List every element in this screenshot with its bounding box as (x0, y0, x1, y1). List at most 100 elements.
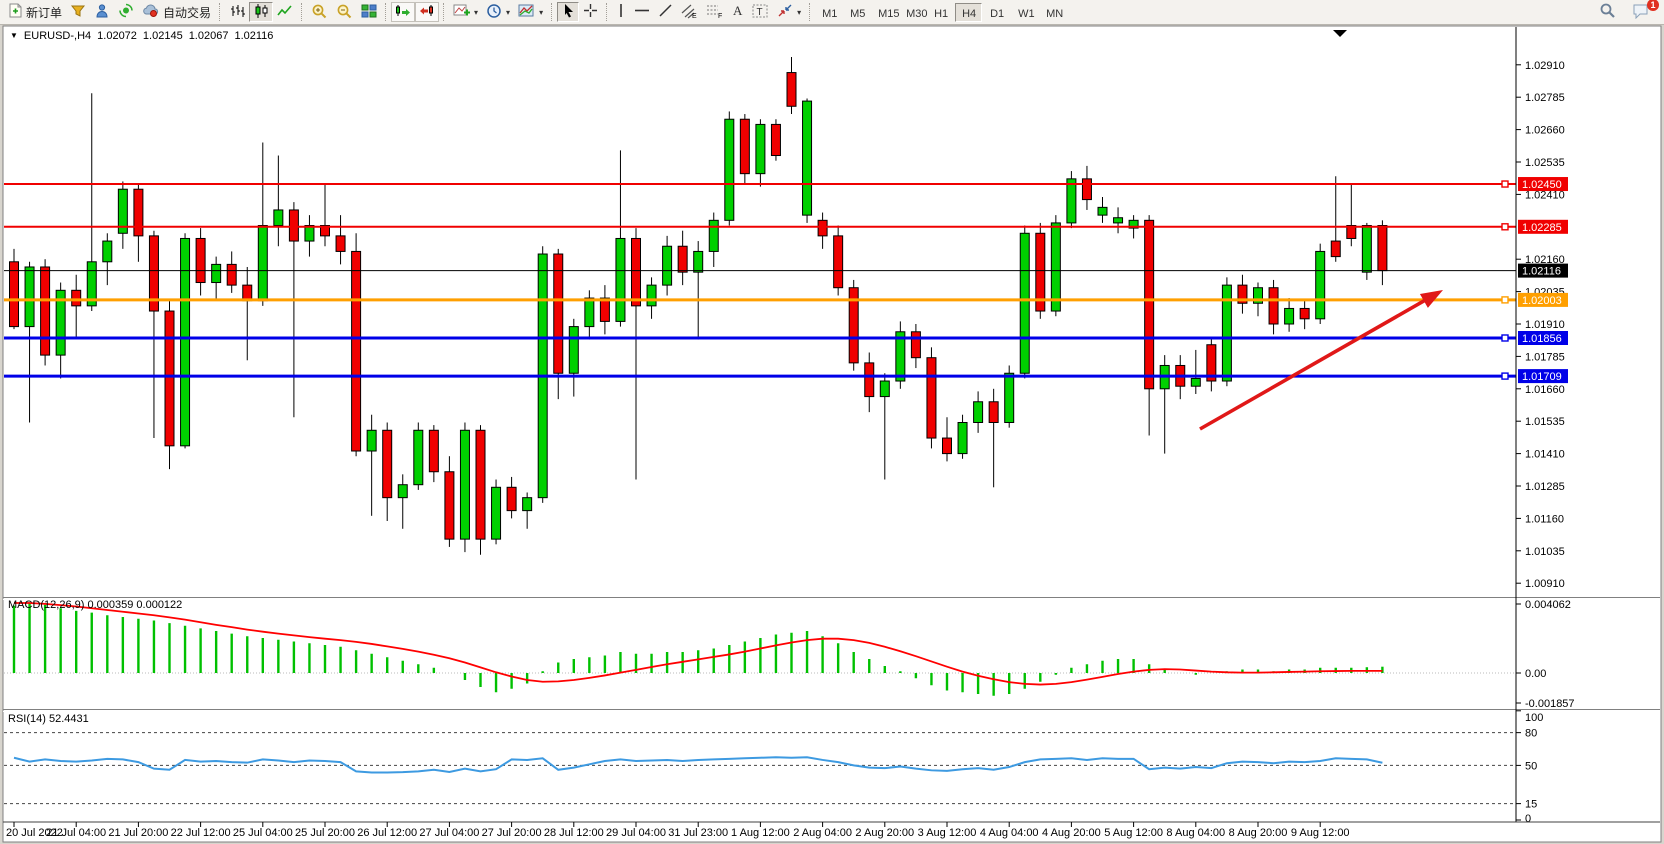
time-axis-label: 4 Aug 20:00 (1042, 827, 1101, 839)
market-watch-icon (70, 3, 86, 21)
toolbar-right: 1 (1595, 0, 1664, 22)
candle-body (1315, 250, 1326, 320)
hline-handle[interactable] (1501, 296, 1509, 304)
navigator-button[interactable] (114, 2, 138, 22)
equidistant-channel-button[interactable]: E (677, 2, 702, 22)
trend-arrow-line[interactable] (1199, 295, 1432, 431)
one-click-trading-arrow[interactable]: ▼ (10, 31, 18, 40)
toolbar-separator (301, 3, 303, 21)
data-window-button[interactable] (90, 2, 114, 22)
autotrading-label: 自动交易 (163, 5, 212, 20)
vertical-line-button[interactable] (612, 2, 630, 22)
candle-body (926, 357, 937, 439)
candle-body (522, 497, 533, 512)
timeframe-button-W1[interactable]: W1 (1011, 3, 1038, 22)
timeframe-button-MN[interactable]: MN (1039, 3, 1066, 22)
timeframe-button-H1[interactable]: H1 (927, 3, 954, 22)
candle-body (802, 100, 813, 216)
time-axis-label: 25 Jul 04:00 (233, 827, 293, 839)
candle-body (180, 237, 191, 447)
time-axis-label: 27 Jul 20:00 (482, 827, 542, 839)
chart-shift-marker[interactable] (1333, 30, 1347, 37)
tile-windows-button[interactable] (357, 2, 381, 22)
chart-shift-button[interactable] (415, 2, 440, 22)
search-button[interactable] (1595, 2, 1620, 22)
timeframe-button-D1[interactable]: D1 (983, 3, 1010, 22)
hline-handle[interactable] (1501, 180, 1509, 188)
candle-body (615, 237, 626, 322)
notifications-button[interactable]: 1 (1628, 0, 1659, 22)
price-badge-label: 1.01709 (1522, 371, 1562, 383)
time-axis-label: 2 Aug 04:00 (793, 827, 852, 839)
bar-chart-icon (229, 3, 246, 22)
cursor-button[interactable] (557, 2, 580, 22)
timeframe-button-M30[interactable]: M30 (899, 3, 927, 22)
time-axis-label: 9 Aug 12:00 (1291, 827, 1350, 839)
search-icon (1599, 2, 1616, 22)
fibonacci-button[interactable]: F (702, 2, 727, 22)
hline-handle[interactable] (1501, 334, 1509, 342)
time-axis-label: 20 Jul 2022 (6, 827, 63, 839)
timeframe-button-M5[interactable]: M5 (843, 3, 870, 22)
candle-body (708, 219, 719, 252)
timeframe-button-M1[interactable]: M1 (815, 3, 842, 22)
time-axis-label: 3 Aug 12:00 (918, 827, 977, 839)
indicators-icon (453, 3, 471, 22)
bar-chart-button[interactable] (225, 2, 249, 22)
chart-title: ▼ EURUSD-,H4 1.02072 1.02145 1.02067 1.02116 (10, 30, 273, 42)
hline-handle[interactable] (1501, 223, 1509, 231)
candle-body (786, 72, 797, 107)
periods-button[interactable]: ▾ (482, 2, 514, 22)
timeframe-button-H4[interactable]: H4 (955, 2, 983, 22)
auto-scroll-button[interactable] (391, 2, 416, 22)
zoom-in-button[interactable] (307, 2, 332, 22)
candle-body (537, 253, 548, 499)
line-chart-button[interactable] (273, 2, 297, 22)
candle-body (133, 188, 144, 237)
hline-handle[interactable] (1501, 372, 1509, 380)
indicators-button[interactable]: ▾ (449, 2, 482, 22)
price-axis-tick-label: 1.01035 (1525, 546, 1565, 558)
candle-body (895, 331, 906, 382)
candle-body (335, 235, 346, 252)
price-badge (1518, 219, 1568, 234)
rsi-axis-label: 50 (1525, 760, 1537, 772)
text-icon: A (731, 3, 744, 21)
rsi-axis-label: 0 (1525, 813, 1531, 825)
crosshair-button[interactable] (579, 2, 602, 22)
ohlc-close: 1.02116 (234, 30, 274, 42)
new-order-button[interactable]: 新订单 (4, 2, 66, 22)
price-axis-tick-label: 1.02535 (1525, 157, 1565, 169)
trend-arrow-head[interactable] (1419, 290, 1443, 308)
candle-body (1035, 232, 1046, 312)
rsi-axis-label: 15 (1525, 799, 1537, 811)
candle-body (1268, 287, 1279, 325)
trendline-button[interactable] (654, 2, 677, 22)
text-label-button[interactable]: T (748, 2, 773, 22)
price-axis-tick-label: 1.02785 (1525, 92, 1565, 104)
zoom-out-button[interactable] (332, 2, 357, 22)
candlestick-chart-button[interactable] (249, 2, 274, 22)
price-badge (1518, 263, 1568, 278)
candle-body (739, 118, 750, 175)
indicators-caret: ▾ (474, 7, 479, 17)
templates-button[interactable]: ▾ (514, 2, 547, 22)
svg-text:T: T (757, 7, 763, 18)
candle-body (413, 429, 424, 486)
price-badge-label: 1.02116 (1522, 266, 1561, 278)
candle-body (1206, 344, 1217, 382)
price-badge (1518, 369, 1568, 384)
horizontal-line-button[interactable] (630, 2, 654, 22)
price-badge (1518, 177, 1568, 192)
macd-indicator-label: MACD(12,26,9) 0.000359 0.000122 (8, 599, 183, 611)
autotrading-button[interactable]: 自动交易 (138, 2, 215, 22)
candle-body (506, 486, 517, 512)
candle-body (1330, 240, 1341, 258)
price-axis-tick-label: 1.02160 (1525, 254, 1565, 266)
time-axis-label: 25 Jul 20:00 (295, 827, 355, 839)
arrows-button[interactable]: ▾ (773, 2, 805, 22)
market-watch-button[interactable] (66, 2, 90, 22)
equidistant-channel-icon: E (681, 3, 698, 22)
timeframe-button-M15[interactable]: M15 (871, 3, 899, 22)
text-button[interactable]: A (727, 2, 748, 22)
